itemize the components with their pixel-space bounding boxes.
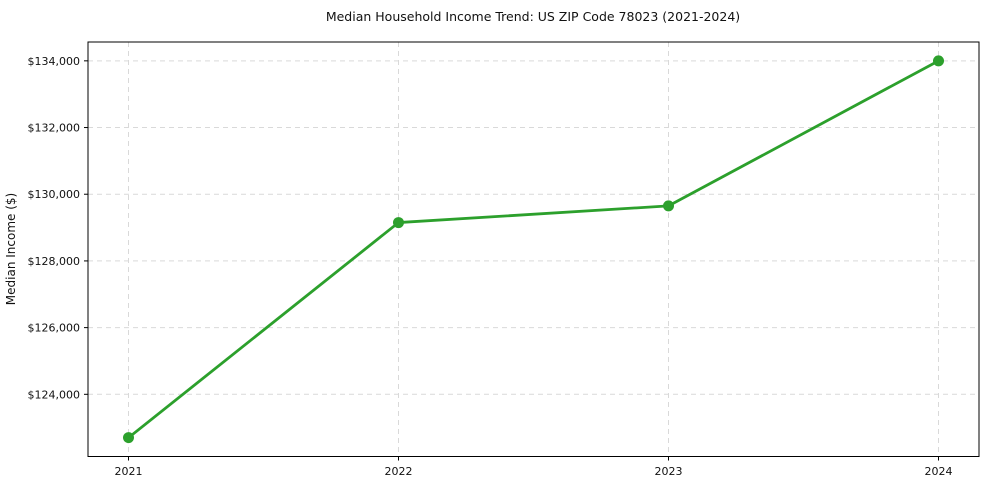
x-tick-label: 2021 [115,465,143,478]
y-tick-label: $132,000 [28,122,81,135]
y-tick-label: $128,000 [28,255,81,268]
y-tick-label: $134,000 [28,55,81,68]
y-axis-label: Median Income ($) [4,193,18,305]
chart-title: Median Household Income Trend: US ZIP Co… [326,9,740,24]
data-point [123,432,134,444]
y-tick-label: $130,000 [28,188,81,201]
data-point [663,200,674,212]
axes-background [88,42,979,457]
y-tick-label: $124,000 [28,388,81,401]
data-point [933,55,944,67]
x-tick-label: 2023 [655,465,683,478]
x-tick-label: 2022 [385,465,413,478]
axes-spines [87,41,980,457]
y-tick-label: $126,000 [28,322,81,335]
x-tick-label: 2024 [925,465,953,478]
trend-line [127,59,940,440]
data-point [393,217,404,229]
